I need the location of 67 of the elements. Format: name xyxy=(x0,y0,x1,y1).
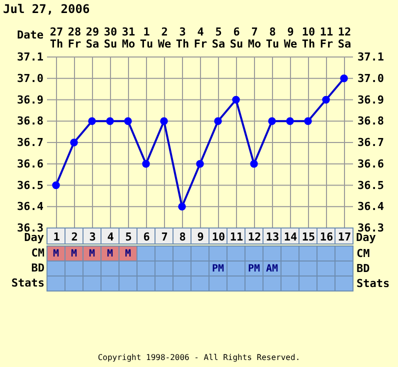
x2-tick-label: 15 xyxy=(302,230,316,244)
category-label: CM xyxy=(31,246,44,260)
text: M xyxy=(52,248,60,260)
chart-title: Jul 27, 2006 xyxy=(3,2,90,16)
category-label: Stats xyxy=(356,277,390,290)
text: M xyxy=(106,248,114,260)
y-tick-label: 36.5 xyxy=(17,178,44,192)
category-label: BD xyxy=(31,262,44,274)
x-axis-title: Date xyxy=(17,28,44,42)
x-tick-label: 5 Sa xyxy=(212,26,226,50)
x2-tick-label: 6 xyxy=(143,230,150,244)
x2-tick-label: 10 xyxy=(212,230,226,244)
text: M xyxy=(70,248,78,260)
x2-tick-label: 5 xyxy=(125,230,132,244)
x-tick-label: 29 Sa xyxy=(86,26,100,50)
y-tick-label: 36.4 xyxy=(17,200,44,214)
x-tick-label: 10 Th xyxy=(302,26,316,50)
x2-tick-label: 12 xyxy=(248,230,262,244)
x-tick-label: 8 Tu xyxy=(266,26,280,50)
text: PM xyxy=(248,264,260,274)
x2-tick-label: 11 xyxy=(230,230,244,244)
x-tick-label: 30 Su xyxy=(104,26,118,50)
text: M xyxy=(124,248,132,260)
x-tick-label: 6 Su xyxy=(230,26,244,50)
y-tick-label: 36.6 xyxy=(17,157,44,170)
y2-tick-label: 37.0 xyxy=(358,72,384,85)
text: AM xyxy=(266,264,278,274)
x2-tick-label: 14 xyxy=(284,230,298,244)
text: PM xyxy=(212,264,224,274)
y2-tick-label: 36.9 xyxy=(358,93,384,106)
x-tick-label: 12 Sa xyxy=(338,26,352,50)
x2-tick-label: 2 xyxy=(71,230,78,244)
x2-tick-label: 3 xyxy=(89,230,96,244)
x-tick-label: 7 Mo xyxy=(248,26,262,50)
text: M xyxy=(88,248,96,260)
category-label: BD xyxy=(356,262,370,275)
y-tick-label: 36.7 xyxy=(17,136,44,149)
x-tick-label: 11 Fr xyxy=(320,26,334,50)
x2-tick-label: 9 xyxy=(197,230,204,244)
x-tick-label: 2 We xyxy=(158,26,172,50)
y2-tick-label: 37.1 xyxy=(358,50,384,64)
x-tick-label: 4 Fr xyxy=(194,26,208,50)
x2-tick-label: 17 xyxy=(338,230,352,244)
x-tick-label: 1 Tu xyxy=(140,26,154,50)
x-tick-label: 31 Mo xyxy=(122,26,136,50)
y2-tick-label: 36.8 xyxy=(358,114,384,128)
x-tick-label: 27 Th xyxy=(50,26,64,50)
x2-tick-label: 1 xyxy=(53,230,60,244)
x-tick-label: 9 We xyxy=(284,26,298,50)
y2-tick-label: 36.6 xyxy=(358,157,384,170)
category-label: Stats xyxy=(11,276,44,290)
x-tick-label: 3 Th xyxy=(176,26,190,50)
y2-tick-label: 36.7 xyxy=(358,136,384,149)
category-label: CM xyxy=(356,247,370,260)
y-tick-label: 37.0 xyxy=(17,72,44,85)
x2-tick-label: 13 xyxy=(266,230,280,244)
y-tick-label: 37.1 xyxy=(17,50,44,64)
y2-tick-label: 36.5 xyxy=(358,178,384,192)
y2-tick-label: 36.4 xyxy=(358,200,384,214)
x2-tick-label: 8 xyxy=(179,230,186,244)
x2-tick-label: 16 xyxy=(320,230,334,244)
text: Copyright 1998-2006 - All Rights Reserved. xyxy=(96,353,302,362)
x2-tick-label: 7 xyxy=(161,230,168,244)
y-tick-label: 36.9 xyxy=(17,93,44,106)
x2-tick-label: 4 xyxy=(107,230,114,244)
y-tick-label: 36.8 xyxy=(17,114,44,128)
x-tick-label: 28 Fr xyxy=(68,26,82,50)
